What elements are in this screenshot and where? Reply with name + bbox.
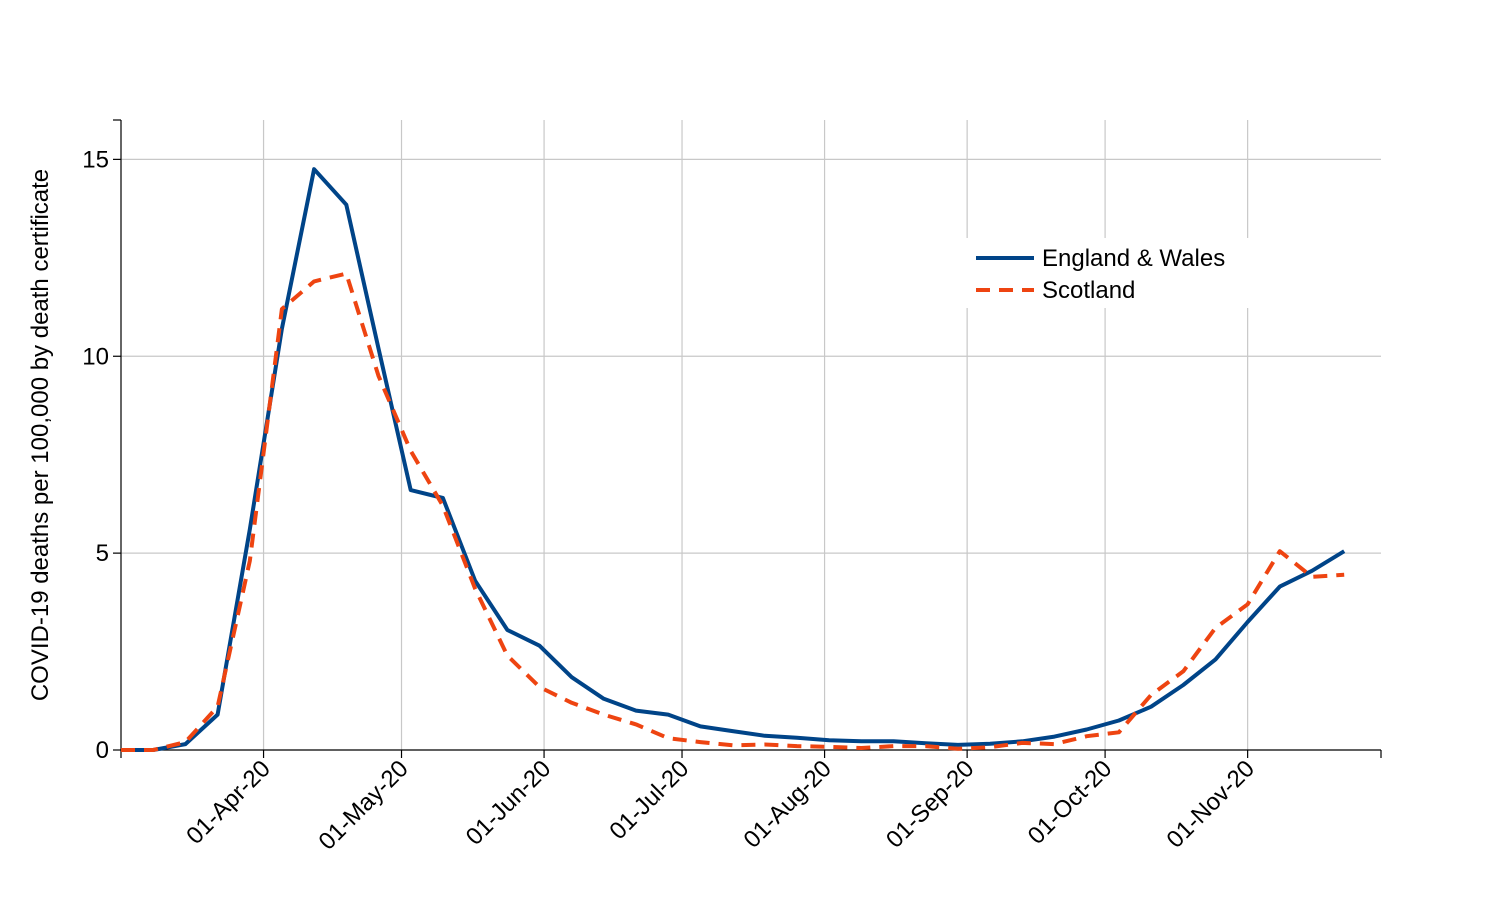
y-tick-label: 5 — [96, 540, 109, 567]
x-tick-label: 01-Aug-20 — [738, 755, 836, 853]
x-axis-ticks: 01-Apr-20 01-May-20 01-Jun-20 01-Jul-20 01-A… — [120, 750, 1382, 855]
legend-label: Scotland — [1042, 277, 1135, 304]
series-line-england-wales — [121, 167, 1346, 752]
x-tick-label: 01-Oct-20 — [1023, 755, 1118, 850]
gridlines — [121, 120, 1381, 750]
series-line-scotland — [121, 271, 1345, 752]
y-tick-label: 15 — [82, 146, 109, 173]
axes — [120, 120, 1381, 751]
x-tick-label: 01-Jul-20 — [604, 755, 694, 845]
legend-background — [966, 238, 1264, 308]
x-tick-label: 01-Jun-20 — [461, 755, 557, 851]
x-tick-label: 01-Apr-20 — [181, 755, 276, 850]
legend-label: England & Wales — [1042, 245, 1225, 272]
x-tick-label: 01-Nov-20 — [1162, 755, 1260, 853]
legend: England & Wales Scotland — [966, 238, 1264, 308]
x-tick-label: 01-Sep-20 — [881, 755, 979, 853]
y-tick-label: 10 — [82, 343, 109, 370]
x-tick-label: 01-May-20 — [314, 755, 414, 855]
series-lines — [121, 167, 1346, 752]
y-axis-title: COVID-19 deaths per 100,000 by death cer… — [27, 169, 54, 701]
y-tick-label: 0 — [96, 737, 109, 764]
y-axis-ticks: 0 5 10 15 — [82, 119, 121, 764]
